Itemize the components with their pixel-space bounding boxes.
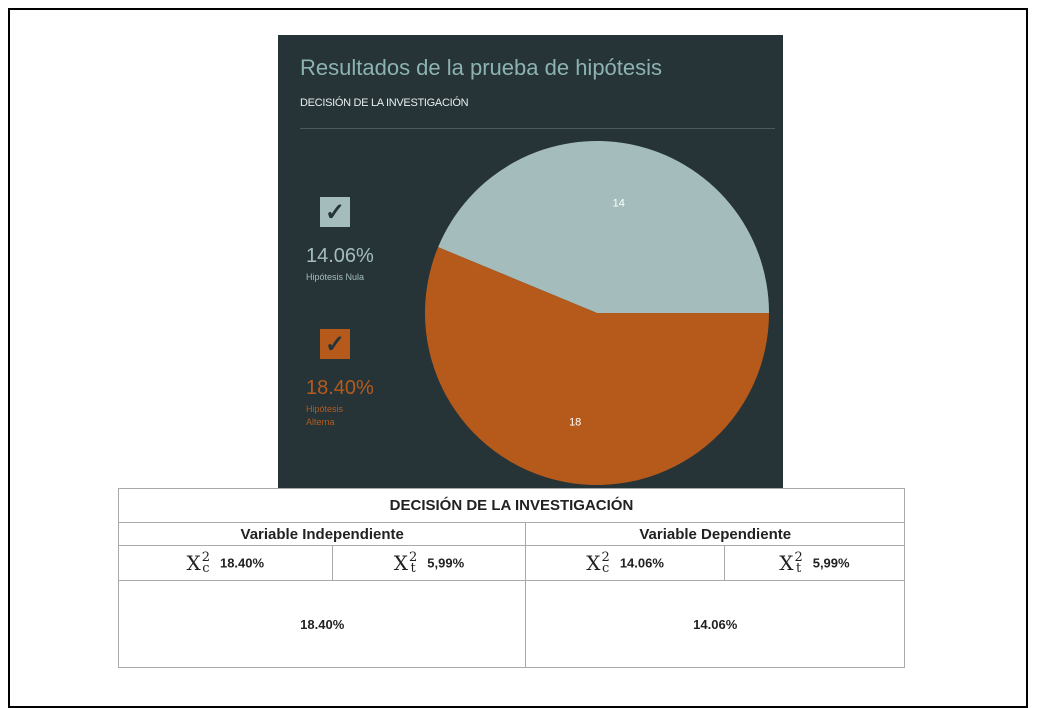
table-cell: 14.06%	[525, 580, 905, 668]
table-cell: 18.40%	[117, 580, 527, 668]
symbol-base: X	[393, 551, 409, 575]
legend-value: 18.40%	[306, 377, 374, 399]
symbol-sub: t	[795, 561, 802, 576]
symbol-sub: c	[602, 561, 610, 576]
symbol-sup: 2	[794, 550, 803, 565]
symbol-sub: t	[410, 561, 416, 576]
decision-table: DECISIÓN DE LA INVESTIGACIÓN Variable In…	[117, 488, 906, 668]
symbol-base: X	[586, 551, 601, 575]
legend-checkbox: ✓	[320, 197, 350, 227]
table-cell: X 2 t 5,99%	[723, 545, 906, 581]
page: 14 18 Resultados de la prueba de hipótesi…	[8, 8, 1028, 708]
table-cell: X 2 t 5,99%	[331, 545, 527, 581]
chart-title: Resultados de la prueba de hipótesis	[300, 55, 663, 80]
cell-value: 14.06%	[619, 555, 664, 571]
cell-value: 5,99%	[812, 555, 850, 571]
table-cell: X 2 c 14.06%	[525, 545, 725, 581]
pie-slice	[425, 247, 769, 485]
symbol-sub: c	[202, 561, 210, 576]
slice-label: 18	[569, 417, 581, 429]
legend-label: Hipótesis Alterna	[306, 404, 344, 427]
slice-label: 14	[613, 197, 625, 209]
table-cell: X 2 c 18.40%	[118, 545, 333, 581]
legend-label: Hipótesis Nula	[306, 272, 365, 282]
separator	[300, 128, 775, 129]
symbol-base: X	[779, 551, 794, 575]
legend-value: 14.06%	[306, 245, 374, 267]
symbol-sup: 2	[601, 550, 610, 565]
cell-value: 18.40%	[219, 555, 265, 571]
cell-value: 5,99%	[427, 555, 465, 571]
table-header: Variable Independiente	[117, 522, 527, 546]
pie-slice	[438, 140, 770, 313]
table-title: DECISIÓN DE LA INVESTIGACIÓN	[118, 488, 905, 523]
pie-chart: 14 18	[425, 140, 770, 485]
chart-subtitle: DECISIÓN DE LA INVESTIGACIÓN	[300, 97, 469, 109]
chart-panel: 14 18 Resultados de la prueba de hipótesi…	[278, 35, 783, 488]
symbol-sup: 2	[409, 550, 418, 565]
legend-checkbox: ✓	[320, 329, 350, 359]
symbol-base: X	[186, 551, 201, 575]
table-header: Variable Dependiente	[525, 522, 905, 546]
symbol-sup: 2	[201, 550, 210, 565]
